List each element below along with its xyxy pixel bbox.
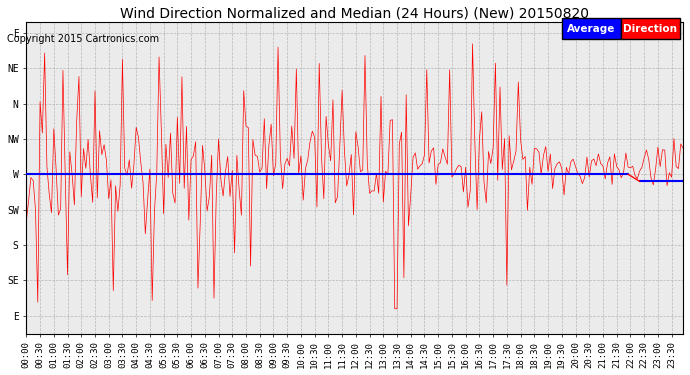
Text: Average: Average	[567, 24, 615, 34]
Text: Direction: Direction	[623, 24, 678, 34]
Title: Wind Direction Normalized and Median (24 Hours) (New) 20150820: Wind Direction Normalized and Median (24…	[120, 7, 589, 21]
Text: Copyright 2015 Cartronics.com: Copyright 2015 Cartronics.com	[7, 34, 159, 44]
